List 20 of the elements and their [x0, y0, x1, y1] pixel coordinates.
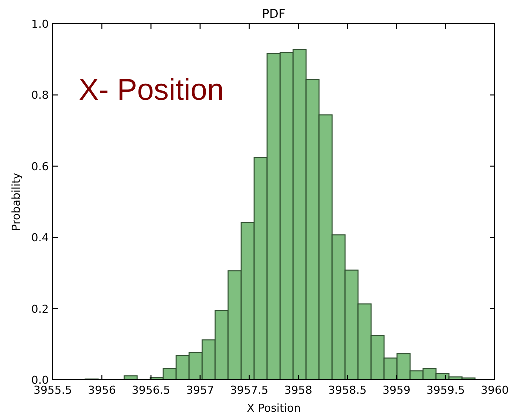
x-axis-title: X Position [247, 402, 301, 415]
x-tick-label: 3957.5 [230, 384, 269, 397]
y-axis-title: Probability [10, 172, 23, 232]
y-tick-label: 0.4 [32, 232, 49, 245]
y-tick-label: 0.8 [32, 89, 49, 102]
x-tick-label: 3958.5 [328, 384, 367, 397]
y-tick-label: 1.0 [32, 18, 49, 31]
x-tick-label: 3959.5 [426, 384, 466, 397]
x-tick-label: 3958 [284, 384, 313, 397]
x-tick-label: 3960 [481, 384, 509, 397]
x-tick-label: 3956 [88, 384, 116, 397]
y-tick-label: 0.0 [32, 374, 49, 387]
x-tick-label: 3956.5 [132, 384, 170, 397]
annotation: X- Position [79, 74, 224, 107]
y-tick-label: 0.2 [32, 302, 49, 316]
chart-title: PDF [262, 7, 286, 21]
x-tick-label: 3955.5 [34, 384, 72, 397]
x-tick-label: 3957 [186, 384, 214, 397]
x-tick-label: 3959 [382, 384, 411, 397]
y-tick-label: 0.6 [32, 160, 49, 174]
